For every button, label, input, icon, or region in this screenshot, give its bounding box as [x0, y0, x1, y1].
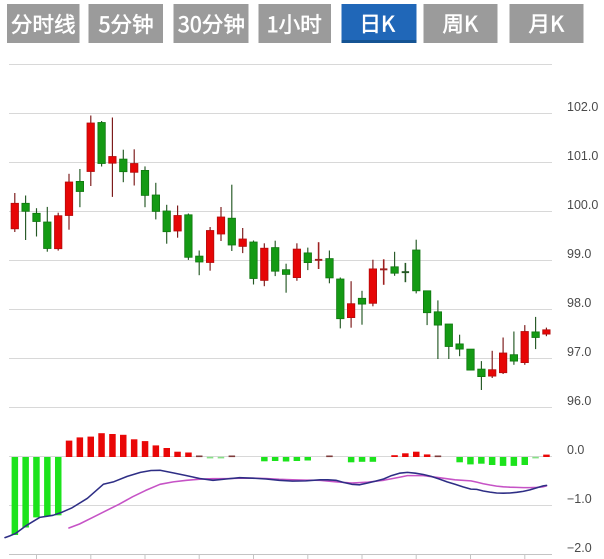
svg-text:−2.0: −2.0	[567, 541, 592, 555]
svg-text:102.0: 102.0	[567, 100, 598, 114]
svg-text:99.0: 99.0	[567, 247, 591, 261]
svg-text:98.0: 98.0	[567, 296, 591, 310]
svg-text:96.0: 96.0	[567, 394, 591, 408]
svg-text:0.0: 0.0	[567, 443, 584, 457]
svg-text:100.0: 100.0	[567, 198, 598, 212]
svg-text:−1.0: −1.0	[567, 492, 592, 506]
svg-text:97.0: 97.0	[567, 345, 591, 359]
svg-text:101.0: 101.0	[567, 149, 598, 163]
